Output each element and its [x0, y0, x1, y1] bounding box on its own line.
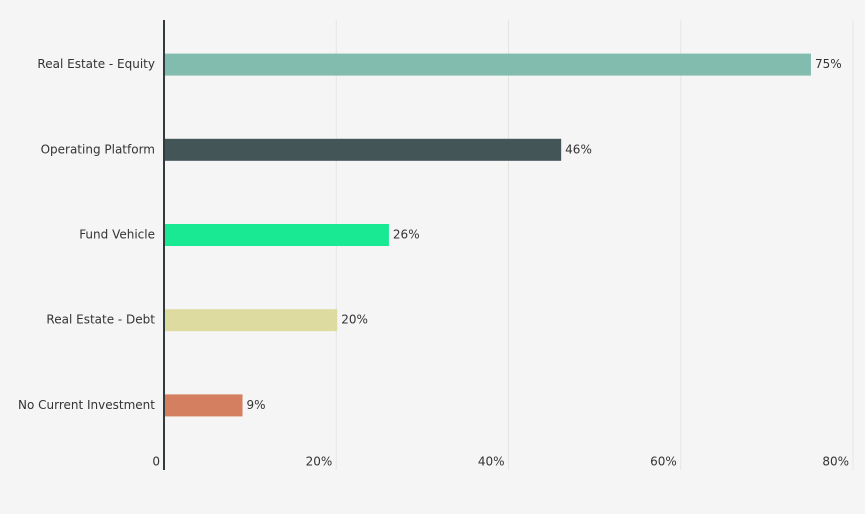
category-label: Real Estate - Debt: [46, 313, 155, 327]
category-label: Operating Platform: [41, 142, 155, 156]
bar: [165, 394, 243, 417]
value-label: 20%: [341, 313, 368, 327]
x-tick-label: 0: [152, 455, 160, 469]
x-tick-label: 60%: [650, 455, 677, 469]
x-tick-label: 40%: [478, 455, 505, 469]
bar: [165, 138, 562, 161]
category-label: Real Estate - Equity: [37, 57, 155, 71]
x-tick-label: 80%: [822, 455, 849, 469]
value-label: 9%: [247, 398, 266, 412]
value-label: 26%: [393, 228, 420, 242]
x-tick-label: 20%: [306, 455, 333, 469]
value-label: 46%: [565, 142, 592, 156]
category-label: No Current Investment: [18, 398, 155, 412]
bar: [165, 53, 811, 76]
bar: [165, 309, 338, 332]
value-label: 75%: [815, 57, 842, 71]
category-label: Fund Vehicle: [79, 228, 155, 242]
bar: [165, 224, 389, 246]
